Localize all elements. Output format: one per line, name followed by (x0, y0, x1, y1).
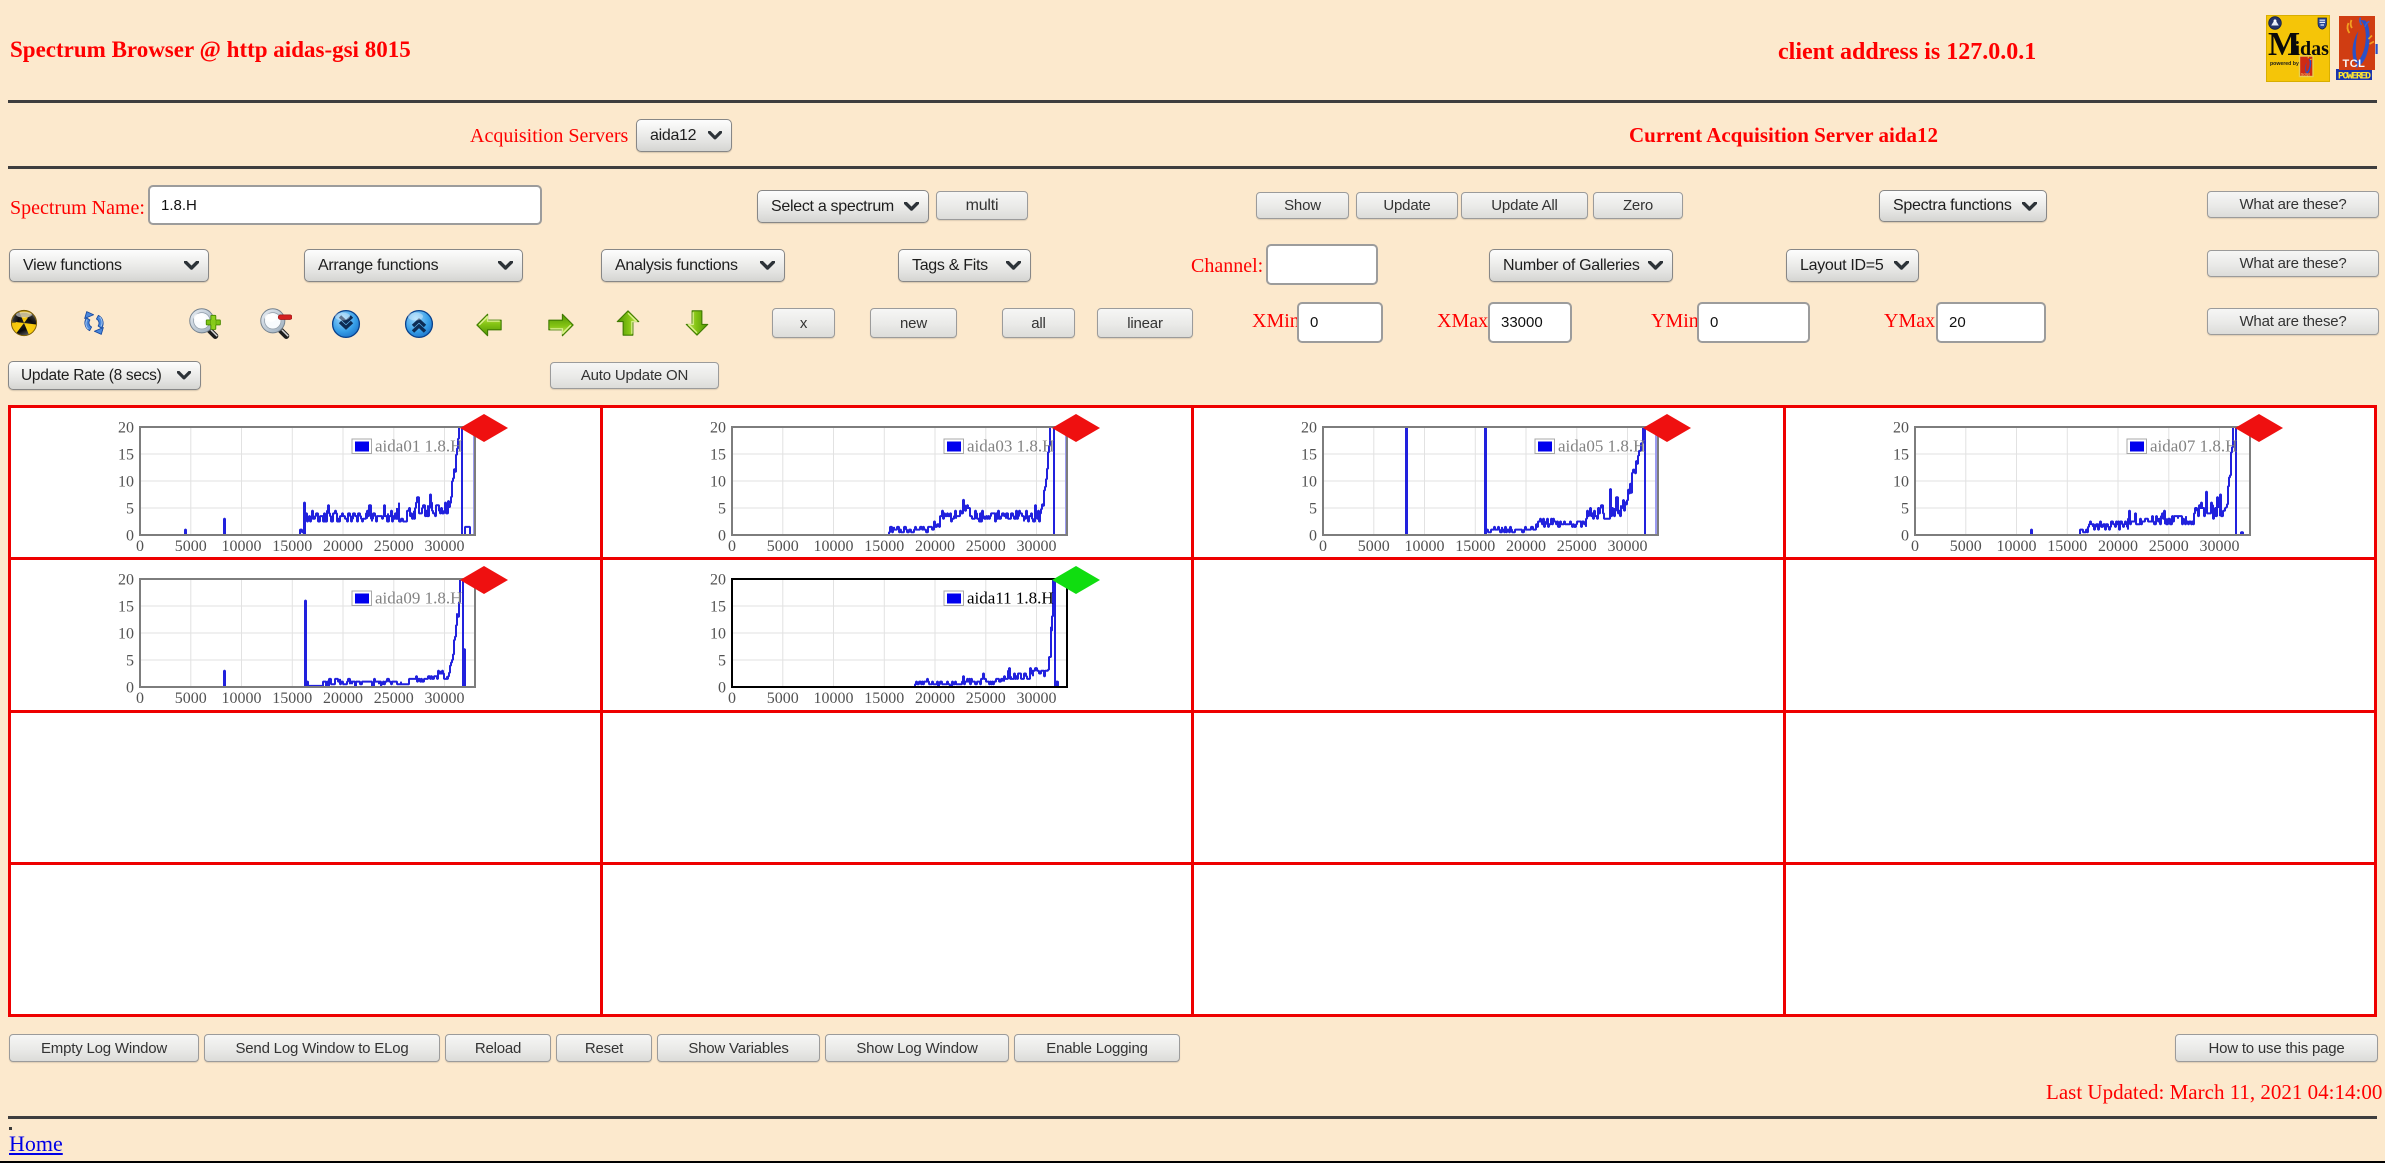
svg-text:0: 0 (718, 528, 726, 545)
svg-text:30000: 30000 (425, 538, 465, 555)
svg-text:10000: 10000 (222, 690, 262, 707)
svg-text:0: 0 (1309, 528, 1317, 545)
svg-text:25000: 25000 (965, 538, 1005, 555)
svg-text:10: 10 (710, 474, 726, 491)
svg-text:M: M (2268, 26, 2300, 63)
svg-text:5000: 5000 (1358, 538, 1390, 555)
svg-text:25000: 25000 (1557, 538, 1597, 555)
svg-text:0: 0 (136, 690, 144, 707)
svg-text:0: 0 (728, 690, 736, 707)
svg-text:0: 0 (728, 538, 736, 555)
svg-text:aida05 1.8.H: aida05 1.8.H (1558, 437, 1645, 456)
svg-text:0: 0 (1319, 538, 1327, 555)
svg-text:5: 5 (1901, 501, 1909, 518)
svg-text:10000: 10000 (813, 690, 853, 707)
svg-text:0: 0 (1901, 528, 1909, 545)
svg-text:powered by: powered by (2270, 61, 2299, 67)
svg-text:15000: 15000 (2047, 538, 2087, 555)
svg-text:0: 0 (126, 680, 134, 697)
svg-text:0: 0 (1911, 538, 1919, 555)
svg-text:10: 10 (118, 626, 134, 643)
svg-text:10: 10 (1301, 474, 1317, 491)
svg-text:30000: 30000 (1016, 538, 1056, 555)
svg-text:15: 15 (118, 599, 134, 616)
svg-text:aida07 1.8.H: aida07 1.8.H (2150, 437, 2237, 456)
svg-text:0: 0 (136, 538, 144, 555)
svg-text:10000: 10000 (222, 538, 262, 555)
svg-text:20000: 20000 (323, 538, 363, 555)
svg-text:20000: 20000 (1506, 538, 1546, 555)
svg-text:25000: 25000 (374, 690, 414, 707)
svg-text:20000: 20000 (915, 690, 955, 707)
svg-text:20000: 20000 (915, 538, 955, 555)
svg-text:15000: 15000 (864, 538, 904, 555)
svg-text:20: 20 (1893, 420, 1909, 437)
svg-text:15000: 15000 (1455, 538, 1495, 555)
svg-text:30000: 30000 (2199, 538, 2239, 555)
svg-text:0: 0 (718, 680, 726, 697)
svg-text:20: 20 (118, 420, 134, 437)
svg-text:0: 0 (126, 528, 134, 545)
svg-text:idas: idas (2295, 38, 2330, 60)
svg-text:aida09 1.8.H: aida09 1.8.H (375, 589, 462, 608)
svg-text:15: 15 (118, 447, 134, 464)
svg-text:20: 20 (1301, 420, 1317, 437)
svg-text:25000: 25000 (965, 690, 1005, 707)
svg-text:5: 5 (126, 653, 134, 670)
svg-text:aida01 1.8.H: aida01 1.8.H (375, 437, 462, 456)
svg-text:20000: 20000 (323, 690, 363, 707)
svg-text:20: 20 (710, 572, 726, 589)
svg-text:20: 20 (118, 572, 134, 589)
svg-text:15: 15 (1893, 447, 1909, 464)
svg-text:15000: 15000 (864, 690, 904, 707)
svg-text:5000: 5000 (1949, 538, 1981, 555)
svg-text:5: 5 (718, 501, 726, 518)
svg-text:20000: 20000 (2098, 538, 2138, 555)
svg-text:aida03 1.8.H: aida03 1.8.H (967, 437, 1054, 456)
svg-text:30000: 30000 (425, 690, 465, 707)
svg-text:10000: 10000 (1405, 538, 1445, 555)
svg-text:30000: 30000 (1608, 538, 1648, 555)
svg-text:15: 15 (710, 447, 726, 464)
svg-text:aida11 1.8.H: aida11 1.8.H (967, 589, 1054, 608)
svg-text:10: 10 (118, 474, 134, 491)
svg-text:5: 5 (126, 501, 134, 518)
svg-text:5000: 5000 (766, 690, 798, 707)
svg-text:10: 10 (710, 626, 726, 643)
svg-text:15: 15 (710, 599, 726, 616)
svg-text:POWERED: POWERED (2338, 72, 2371, 82)
svg-text:10: 10 (1893, 474, 1909, 491)
svg-text:25000: 25000 (2148, 538, 2188, 555)
svg-text:25000: 25000 (374, 538, 414, 555)
svg-text:TCL: TCL (2343, 58, 2366, 70)
svg-text:20: 20 (710, 420, 726, 437)
svg-text:15: 15 (1301, 447, 1317, 464)
svg-text:15000: 15000 (272, 538, 312, 555)
svg-text:30000: 30000 (1016, 690, 1056, 707)
svg-text:5000: 5000 (175, 690, 207, 707)
svg-text:15000: 15000 (272, 690, 312, 707)
svg-text:Script: Script (2301, 73, 2310, 77)
svg-text:5: 5 (718, 653, 726, 670)
svg-text:10000: 10000 (813, 538, 853, 555)
svg-text:5000: 5000 (766, 538, 798, 555)
svg-text:10000: 10000 (1996, 538, 2036, 555)
svg-text:5: 5 (1309, 501, 1317, 518)
svg-text:5000: 5000 (175, 538, 207, 555)
